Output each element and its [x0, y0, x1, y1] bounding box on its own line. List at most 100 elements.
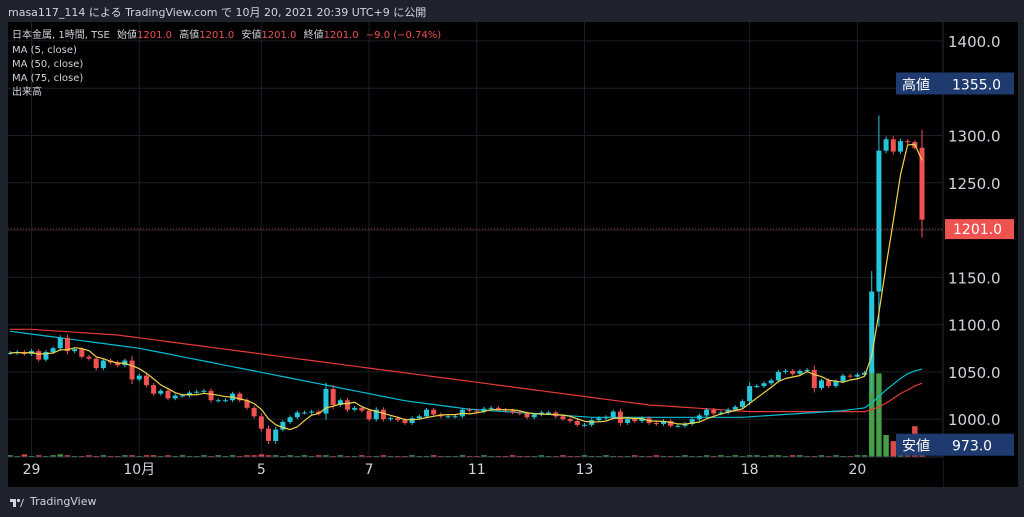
y-tick-label: 1050.0 — [948, 364, 1001, 382]
candle-body — [905, 141, 911, 143]
volume-bar — [790, 455, 796, 457]
candle-body — [732, 406, 738, 410]
legend-study-ma50[interactable]: MA (50, close) — [12, 59, 83, 70]
candle-body — [93, 358, 99, 369]
candle-body — [50, 348, 56, 353]
volume-bar — [258, 454, 265, 457]
candle-body — [266, 428, 272, 441]
ma50-path — [9, 330, 923, 418]
candle-body — [136, 375, 142, 380]
candle-body — [596, 418, 602, 421]
candle-body — [747, 386, 753, 402]
legend-study-ma5[interactable]: MA (5, close) — [12, 45, 77, 56]
candle-body — [273, 429, 279, 441]
candle-body — [567, 419, 573, 422]
candle-body — [682, 423, 688, 426]
candle-body — [330, 388, 336, 405]
volume-bar — [86, 455, 92, 457]
candle-body — [402, 420, 408, 423]
chart-background — [8, 22, 1018, 487]
candle-body — [883, 139, 889, 151]
time-axis[interactable] — [8, 457, 943, 487]
y-tick-label: 1250.0 — [948, 175, 1001, 193]
candle-body — [581, 424, 588, 426]
low-badge-bg — [896, 433, 1014, 456]
candle-body — [201, 390, 207, 392]
candle-body — [696, 415, 702, 420]
price-axis[interactable] — [943, 22, 1018, 487]
candle-body — [668, 421, 674, 426]
candle-body — [474, 410, 480, 412]
candle-body — [711, 409, 717, 414]
legend-study-volume[interactable]: 出来高 — [12, 85, 42, 98]
footer: TradingView — [0, 487, 1024, 517]
candle-body — [783, 370, 789, 372]
legend-symbol: 日本金属, 1時間, TSE — [12, 28, 110, 41]
volume-bar — [50, 455, 56, 457]
candle-body — [725, 409, 731, 413]
candle-body — [309, 411, 315, 413]
volume-bar — [165, 455, 171, 457]
volume-bar — [509, 455, 516, 457]
volume-bar — [122, 455, 128, 457]
legend-high-value: 1201.0 — [199, 30, 234, 41]
candle-body — [876, 150, 882, 292]
legend-study-ma75[interactable]: MA (75, close) — [12, 73, 83, 84]
volume-bar — [359, 455, 365, 457]
candle-body — [416, 416, 422, 419]
candle-body — [79, 349, 85, 357]
candle-body — [862, 372, 868, 375]
volume-bar — [876, 373, 882, 457]
volume-bar — [35, 455, 42, 457]
candle-body — [854, 374, 860, 377]
candle-body — [467, 409, 473, 411]
chart-svg[interactable]: 1000.01050.01100.01150.01200.01250.01300… — [7, 22, 1018, 487]
volume-bar — [337, 455, 344, 457]
candle-body — [790, 370, 796, 374]
chart-area[interactable]: 1000.01050.01100.01150.01200.01250.01300… — [7, 22, 1018, 487]
candle-body — [373, 409, 379, 420]
legend-low-label: 安値 — [241, 28, 261, 41]
candle-body — [208, 390, 214, 401]
candle-body — [775, 371, 781, 381]
ma5-line — [9, 143, 923, 431]
legend-low-value: 1201.0 — [261, 30, 296, 41]
volume-bar — [7, 455, 13, 457]
candle-body — [869, 291, 875, 373]
x-tick-label: 20 — [848, 462, 866, 478]
candle-body — [833, 381, 839, 387]
candle-body — [86, 356, 92, 359]
high-badge: 高値 1355.0 — [896, 72, 1014, 95]
candle-body — [653, 422, 659, 424]
tradingview-brand[interactable]: TradingView — [30, 495, 97, 508]
x-tick-label: 13 — [576, 462, 594, 478]
candle-body — [445, 416, 451, 418]
volume-bar — [833, 455, 839, 457]
candle-body — [811, 370, 817, 388]
low-badge-value: 973.0 — [952, 439, 992, 455]
legend-open-value: 1201.0 — [137, 30, 172, 41]
candle-body — [222, 400, 228, 402]
volume-bar — [201, 455, 207, 457]
volume-bar — [703, 455, 710, 457]
candle-body — [344, 400, 351, 410]
candle-body — [64, 337, 70, 352]
volume-bar — [380, 455, 387, 457]
candle-body — [495, 407, 501, 410]
candle-body — [739, 401, 745, 407]
tradingview-logo-icon — [10, 498, 24, 507]
candle-body — [301, 412, 307, 414]
volume-bar — [179, 455, 186, 457]
publish-line: masa117_114 による TradingView.com で 10月 20… — [8, 6, 427, 19]
volume-bar — [215, 455, 221, 457]
candle-body — [818, 380, 824, 388]
volume-bar — [854, 455, 861, 457]
candle-body — [488, 407, 494, 409]
candle-body — [510, 410, 516, 413]
low-badge-label: 安値 — [902, 439, 930, 455]
volume-bar — [409, 455, 415, 457]
candle-body — [768, 380, 774, 384]
candle-body — [352, 407, 358, 410]
volume-bar — [272, 455, 279, 457]
candle-body — [639, 418, 645, 422]
